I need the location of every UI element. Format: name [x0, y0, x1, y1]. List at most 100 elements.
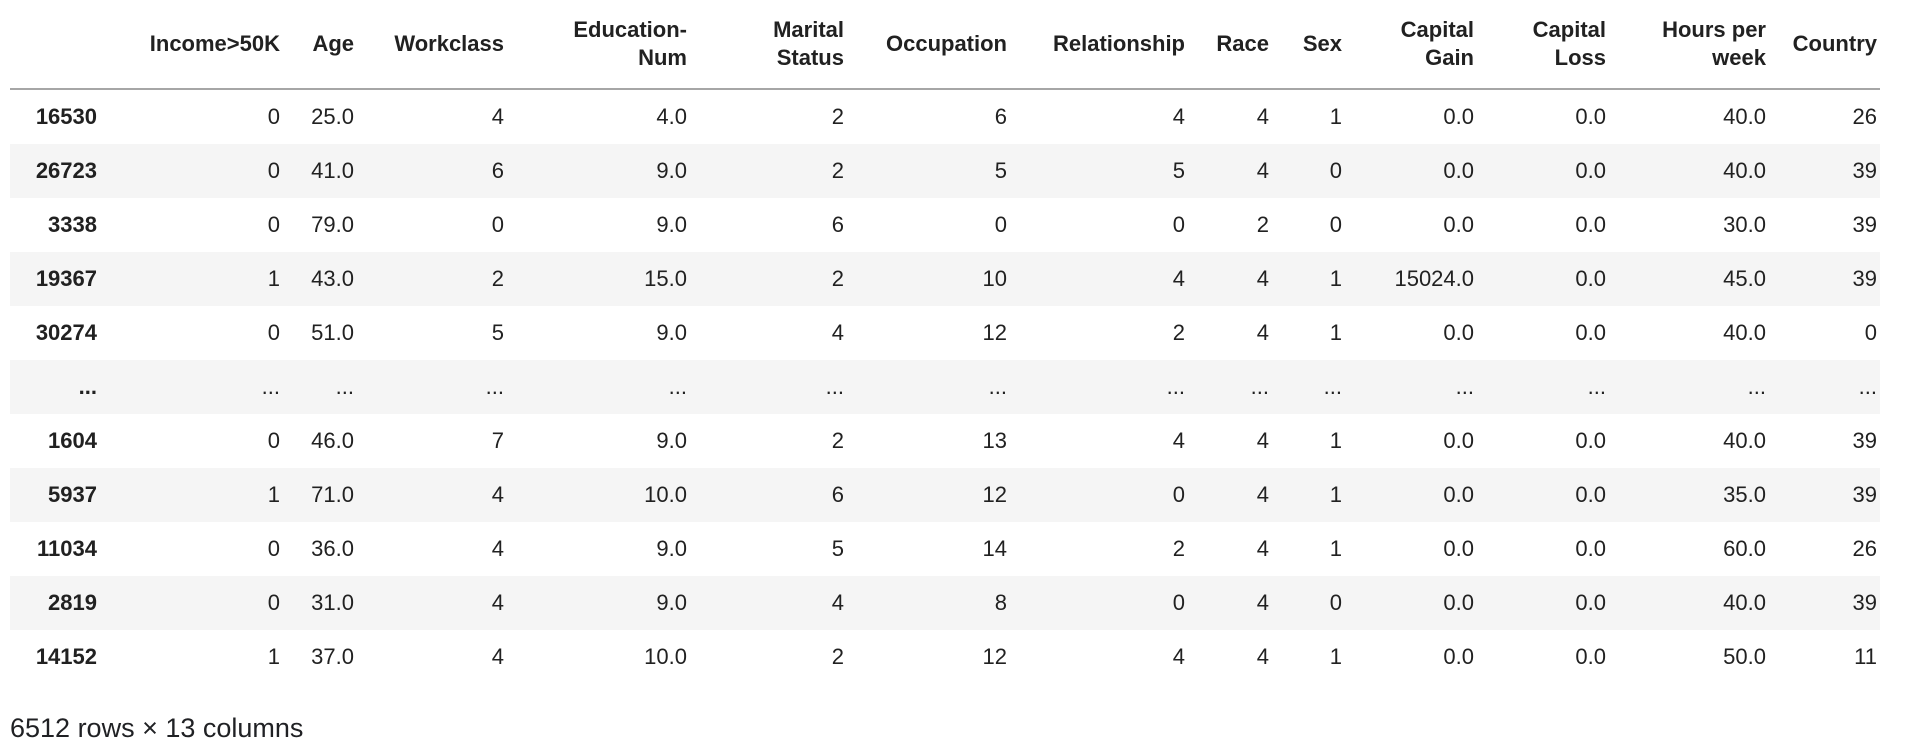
table-row: 11034 0 36.0 4 9.0 5 14 2 4 1 0.0 0.0 60.0 26 — [10, 522, 1880, 576]
table-cell: 71.0 — [311, 482, 354, 507]
table-cell: 4 — [1256, 320, 1269, 345]
table-row: 14152 1 37.0 4 10.0 2 12 4 4 1 0.0 0.0 50.0 11 — [10, 630, 1880, 684]
table-cell: 39 — [1852, 428, 1877, 453]
table-cell: 0.0 — [1443, 158, 1474, 183]
table-cell: 1 — [1329, 482, 1342, 507]
table-cell: 0.0 — [1575, 104, 1606, 129]
table-cell: 40.0 — [1723, 104, 1766, 129]
table-cell: 0 — [267, 320, 280, 345]
column-header: Occupation — [847, 0, 1010, 90]
table-cell: 40.0 — [1723, 158, 1766, 183]
table-cell: ... — [1250, 374, 1269, 399]
table-cell: 31.0 — [311, 590, 354, 615]
table-cell: 0.0 — [1575, 536, 1606, 561]
table-cell: 46.0 — [311, 428, 354, 453]
index-header — [10, 0, 100, 90]
table-cell: 2 — [831, 158, 844, 183]
table-cell: 4 — [1256, 590, 1269, 615]
table-cell: 43.0 — [311, 266, 354, 291]
table-cell: 15.0 — [644, 266, 687, 291]
table-cell: ... — [261, 374, 280, 399]
column-header: Sex — [1272, 0, 1345, 90]
table-cell: 39 — [1852, 212, 1877, 237]
table-cell: 4 — [1256, 158, 1269, 183]
table-cell: 2 — [1172, 536, 1185, 561]
table-cell: ... — [668, 374, 687, 399]
table-cell: 51.0 — [311, 320, 354, 345]
table-cell: 0 — [1329, 158, 1342, 183]
column-header: Hours per week — [1609, 0, 1769, 90]
table-row: 16530 0 25.0 4 4.0 2 6 4 4 1 0.0 0.0 40.0 26 — [10, 89, 1880, 144]
table-cell: 13 — [982, 428, 1007, 453]
table-cell: 0.0 — [1575, 266, 1606, 291]
table-cell: 1 — [267, 644, 280, 669]
table-cell: 2 — [831, 428, 844, 453]
table-cell: 0.0 — [1575, 428, 1606, 453]
table-cell: ... — [825, 374, 844, 399]
table-cell: 0.0 — [1443, 320, 1474, 345]
dataframe-table: Income>50K Age Workclass Education- Num Mari… — [10, 0, 1880, 684]
column-header: Education- Num — [507, 0, 690, 90]
table-cell: 26 — [1852, 104, 1877, 129]
table-cell: 2 — [831, 644, 844, 669]
table-cell: 4 — [831, 590, 844, 615]
table-cell: 0 — [1864, 320, 1877, 345]
table-row: 3338 0 79.0 0 9.0 6 0 0 2 0 0.0 0.0 30.0 39 — [10, 198, 1880, 252]
table-cell: 12 — [982, 482, 1007, 507]
table-cell: ... — [988, 374, 1007, 399]
table-cell: 9.0 — [656, 428, 687, 453]
table-cell: 2 — [1256, 212, 1269, 237]
column-header: Race — [1188, 0, 1272, 90]
table-cell: 0.0 — [1575, 212, 1606, 237]
table-cell: ... — [1747, 374, 1766, 399]
table-cell: 0 — [267, 158, 280, 183]
table-cell: 4 — [491, 104, 504, 129]
table-cell: 2 — [1172, 320, 1185, 345]
header-row: Income>50K Age Workclass Education- Num Mari… — [10, 0, 1880, 90]
row-index: 30274 — [35, 320, 97, 345]
row-index: 19367 — [35, 266, 97, 291]
row-index: 3338 — [48, 212, 97, 237]
table-cell: 4 — [1256, 482, 1269, 507]
table-cell: 25.0 — [311, 104, 354, 129]
row-index: 11034 — [37, 536, 97, 561]
column-header: Capital Loss — [1477, 0, 1609, 90]
table-cell: 4 — [491, 644, 504, 669]
table-cell: ... — [485, 374, 504, 399]
table-cell: 30.0 — [1723, 212, 1766, 237]
table-cell: 37.0 — [311, 644, 354, 669]
table-cell: 0 — [994, 212, 1007, 237]
table-cell: 9.0 — [656, 158, 687, 183]
table-cell: 1 — [1329, 536, 1342, 561]
table-cell: 1 — [267, 482, 280, 507]
table-cell: 4 — [491, 536, 504, 561]
table-cell: 0 — [267, 428, 280, 453]
table-cell: 79.0 — [311, 212, 354, 237]
table-cell: 6 — [994, 104, 1007, 129]
column-header: Country — [1769, 0, 1880, 90]
table-cell: 1 — [1329, 266, 1342, 291]
table-cell: 0.0 — [1443, 644, 1474, 669]
table-cell: ... — [1858, 374, 1877, 399]
table-cell: 5 — [1172, 158, 1185, 183]
table-row: 19367 1 43.0 2 15.0 2 10 4 4 1 15024.0 0.0 45.0 39 — [10, 252, 1880, 306]
table-cell: 0 — [491, 212, 504, 237]
dataframe-body: 16530 0 25.0 4 4.0 2 6 4 4 1 0.0 0.0 40.0 26 26723 0 41.… — [10, 89, 1880, 684]
row-index: 14152 — [35, 644, 97, 669]
table-cell: 4 — [831, 320, 844, 345]
table-cell: 4 — [491, 482, 504, 507]
table-cell: ... — [1166, 374, 1185, 399]
table-cell: 41.0 — [311, 158, 354, 183]
table-cell: 1 — [1329, 104, 1342, 129]
table-cell: 60.0 — [1723, 536, 1766, 561]
table-cell: 5 — [994, 158, 1007, 183]
row-index: 1604 — [48, 428, 97, 453]
table-cell: 0 — [267, 104, 280, 129]
table-cell: 9.0 — [656, 590, 687, 615]
table-cell: 1 — [1329, 428, 1342, 453]
table-cell: 4 — [1256, 428, 1269, 453]
row-index: 2819 — [48, 590, 97, 615]
table-cell: 2 — [831, 266, 844, 291]
table-row: 2819 0 31.0 4 9.0 4 8 0 4 0 0.0 0.0 40.0 39 — [10, 576, 1880, 630]
table-cell: 4 — [1256, 104, 1269, 129]
